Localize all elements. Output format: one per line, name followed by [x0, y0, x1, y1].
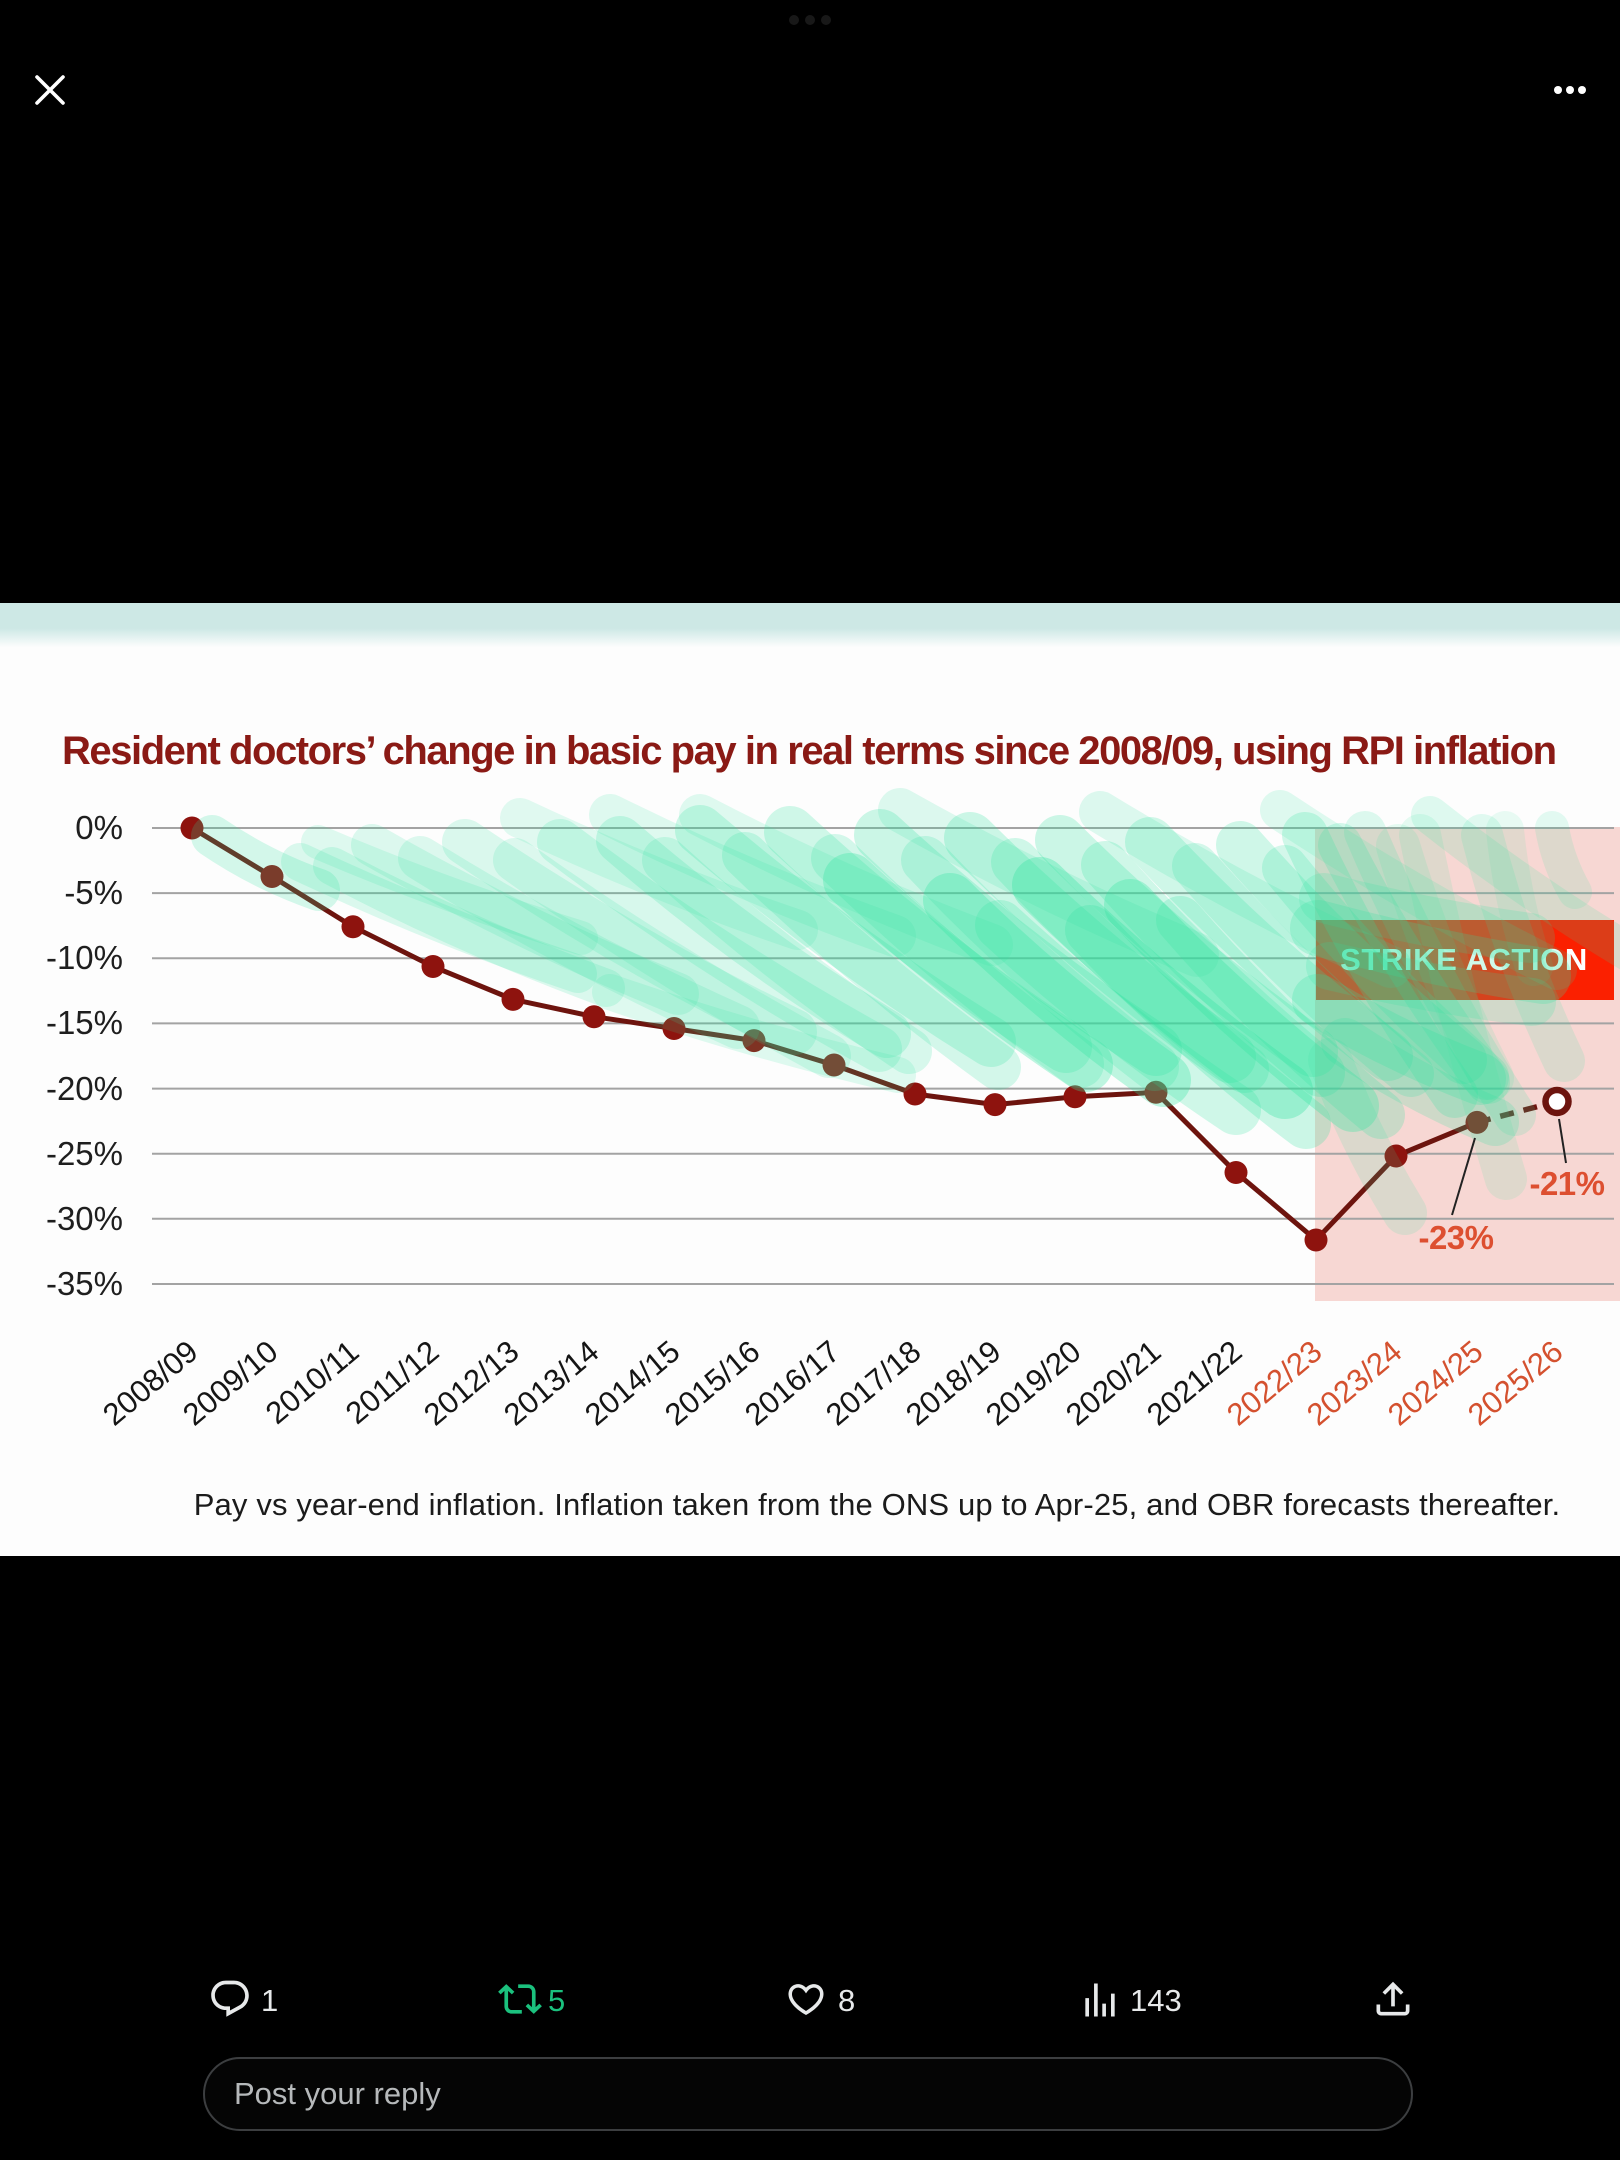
svg-text:STRIKE ACTION: STRIKE ACTION [1340, 942, 1588, 977]
svg-text:-20%: -20% [46, 1070, 123, 1107]
svg-text:-35%: -35% [46, 1265, 123, 1302]
svg-text:-23%: -23% [1418, 1219, 1493, 1256]
svg-text:-5%: -5% [64, 874, 123, 911]
svg-text:-21%: -21% [1529, 1165, 1604, 1202]
svg-text:-15%: -15% [46, 1004, 123, 1041]
svg-text:0%: 0% [75, 809, 123, 846]
svg-text:-30%: -30% [46, 1200, 123, 1237]
svg-text:-10%: -10% [46, 939, 123, 976]
svg-text:-25%: -25% [46, 1135, 123, 1172]
